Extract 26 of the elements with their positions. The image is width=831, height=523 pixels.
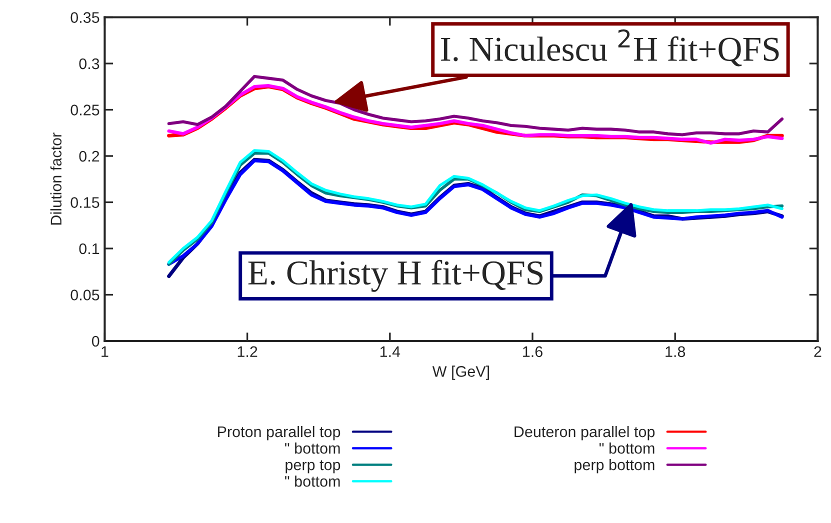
x-axis-title: W [GeV] xyxy=(432,366,489,380)
annotation: I. Niculescu $^{2}$H fit+QFS xyxy=(441,29,779,66)
y-tick-label: 0 xyxy=(92,336,100,347)
line-series xyxy=(167,74,784,136)
legend-label: perp top xyxy=(286,460,340,474)
annotation: E. Christy H fit+QFS xyxy=(248,260,543,292)
legend-label: Deuteron parallel top xyxy=(514,426,655,440)
legend-label: perp bottom xyxy=(574,459,654,474)
y-axis-title: Dilution factor xyxy=(50,132,62,225)
y-tick-label: 0.3 xyxy=(79,58,100,70)
legend-label: " bottom xyxy=(285,442,340,454)
y-tick-label: 0.25 xyxy=(70,104,100,116)
x-tick-label: 2 xyxy=(814,346,822,357)
legend-label: Proton parallel top xyxy=(218,426,340,440)
legend-label: " bottom xyxy=(285,476,340,487)
x-tick-label: 1.8 xyxy=(666,346,686,358)
legend-label: " bottom xyxy=(600,442,654,454)
y-tick-label: 0.35 xyxy=(70,12,100,23)
y-tick-label: 0.2 xyxy=(79,150,100,162)
x-tick-label: 1.6 xyxy=(523,346,542,358)
y-tick-label: 0.15 xyxy=(70,197,100,208)
x-tick-label: 1 xyxy=(102,346,108,357)
x-tick-label: 1.2 xyxy=(238,346,258,357)
y-tick-label: 0.05 xyxy=(70,290,100,300)
y-tick-label: 0.1 xyxy=(79,243,100,254)
x-tick-label: 1.4 xyxy=(380,346,400,357)
